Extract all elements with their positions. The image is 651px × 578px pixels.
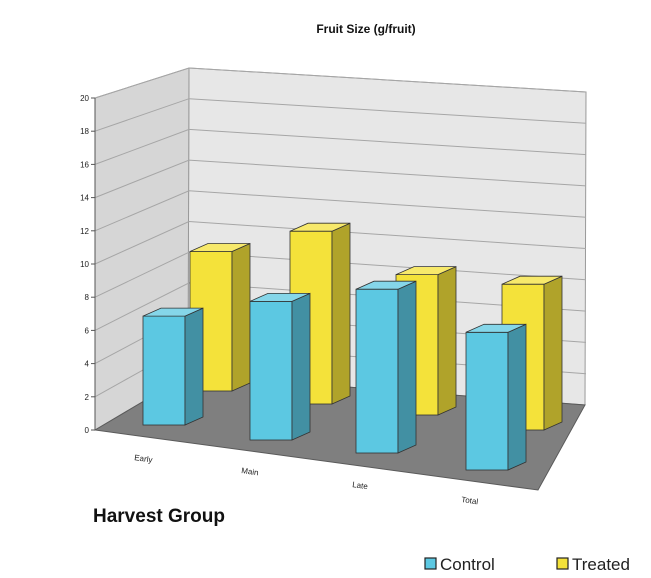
bar-side-face — [437, 265, 457, 416]
bar-top-face — [355, 280, 417, 290]
bar-top-face — [142, 307, 204, 317]
y-tick-label: 10 — [80, 260, 89, 269]
legend-item-control: Control — [424, 555, 495, 574]
bar-control-late — [355, 280, 417, 454]
bar-top-face — [249, 292, 311, 302]
bar-top-face — [189, 243, 251, 252]
legend-swatch — [424, 557, 437, 570]
bar-side-face — [331, 222, 351, 405]
bar-front-face — [355, 288, 399, 454]
grid-line — [94, 98, 587, 132]
y-tick-label: 2 — [85, 393, 90, 402]
bar-top-face — [465, 323, 527, 333]
bar-front-face — [249, 300, 293, 441]
bar-top-face — [289, 222, 351, 232]
chart-title: Fruit Size (g/fruit) — [316, 22, 415, 36]
bar-control-total — [465, 323, 527, 471]
legend-swatch — [556, 557, 569, 570]
legend-label: Treated — [572, 555, 630, 574]
y-tick-label: 16 — [80, 160, 89, 169]
bar-front-face — [465, 331, 509, 471]
bar-control-main — [249, 292, 311, 441]
bar-side-face — [291, 292, 311, 441]
legend-label: Control — [440, 555, 495, 574]
bars — [142, 222, 563, 471]
bar-front-face — [142, 315, 186, 426]
bar-side-face — [397, 280, 417, 454]
bar-control-early — [142, 307, 204, 426]
x-category-label: Total — [461, 495, 479, 506]
grid-line — [94, 220, 587, 265]
y-axis-ticks: 0 2 4 6 8 10 12 14 16 18 20 — [80, 94, 95, 435]
grid-line — [94, 128, 587, 165]
y-tick-label: 8 — [85, 293, 90, 302]
bar-side-face — [184, 307, 204, 426]
bar-top-face — [395, 266, 457, 276]
y-tick-label: 12 — [80, 227, 89, 236]
legend: Control Treated — [424, 555, 630, 574]
legend-item-treated: Treated — [556, 555, 630, 574]
bar-side-face — [507, 323, 527, 471]
grid-line — [94, 190, 587, 232]
bar-side-face — [543, 275, 563, 431]
x-category-label: Late — [352, 480, 369, 491]
x-axis-categories: Early Main Late Total — [134, 453, 479, 506]
bar-top-face — [501, 275, 563, 285]
x-category-label: Early — [134, 453, 153, 464]
y-tick-label: 14 — [80, 194, 89, 203]
bar-side-face — [231, 242, 251, 392]
grid-lines — [94, 67, 587, 398]
y-tick-label: 4 — [85, 360, 90, 369]
y-tick-label: 0 — [85, 426, 90, 435]
grid-line — [94, 67, 587, 99]
y-tick-label: 20 — [80, 94, 89, 103]
y-tick-label: 18 — [80, 127, 89, 136]
grid-line — [94, 159, 587, 199]
y-tick-label: 6 — [85, 326, 90, 335]
x-axis-label: Harvest Group — [93, 506, 225, 527]
x-category-label: Main — [241, 466, 259, 477]
